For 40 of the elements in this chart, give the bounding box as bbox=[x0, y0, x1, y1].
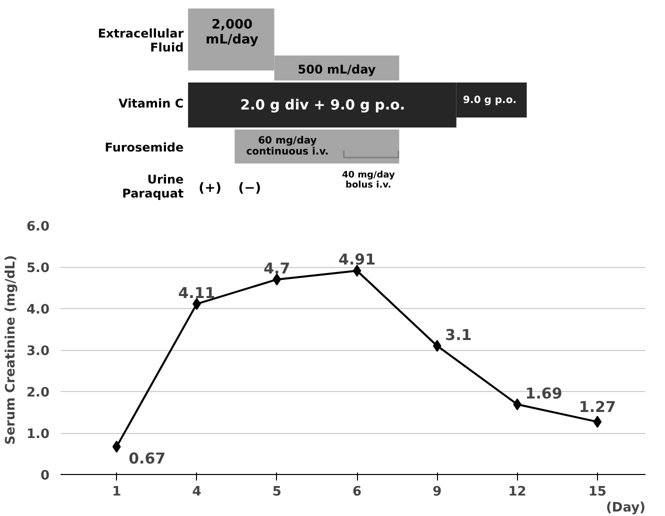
data-label: 1.27 bbox=[578, 398, 616, 416]
text: 500 mL/day bbox=[298, 62, 376, 76]
text: 9.0 g p.o. bbox=[463, 95, 517, 106]
data-label: 4.91 bbox=[338, 250, 376, 269]
x-axis-title: (Day) bbox=[606, 500, 646, 516]
text: 60 mg/day continuous i.v. bbox=[246, 136, 329, 158]
point bbox=[432, 340, 442, 352]
text: (−) bbox=[238, 181, 262, 196]
data-label: 1.69 bbox=[525, 384, 562, 402]
text: Extracellular Fluid bbox=[98, 26, 184, 54]
x-tick-label: 6 bbox=[352, 484, 362, 500]
y-tick-label: 6.0 bbox=[26, 220, 50, 234]
text: Vitamin C bbox=[118, 96, 184, 110]
point bbox=[352, 264, 362, 277]
point bbox=[593, 416, 602, 428]
y-tick-label: 5.0 bbox=[26, 261, 50, 276]
x-tick-label: 9 bbox=[432, 484, 442, 500]
point bbox=[112, 440, 121, 453]
data-label: 4.7 bbox=[264, 259, 290, 278]
x-tick-label: 4 bbox=[192, 484, 202, 500]
data-label: 4.11 bbox=[178, 284, 216, 302]
text: Urine Paraquat bbox=[122, 172, 184, 200]
y-tick-label: 0 bbox=[40, 468, 50, 484]
text: Furosemide bbox=[104, 140, 184, 154]
x-tick-label: 15 bbox=[588, 484, 606, 500]
y-tick-label: 2.0 bbox=[26, 386, 50, 400]
x-tick-label: 1 bbox=[112, 484, 122, 500]
text: (+) bbox=[198, 181, 222, 196]
point bbox=[272, 273, 282, 286]
x-tick-label: 12 bbox=[508, 484, 526, 500]
y-tick-label: 3.0 bbox=[26, 344, 50, 359]
x-tick-label: 5 bbox=[272, 484, 282, 500]
data-label: 3.1 bbox=[445, 326, 472, 344]
y-tick-label: 1.0 bbox=[26, 427, 50, 442]
text: 2,000 mL/day bbox=[206, 18, 259, 48]
text: 40 mg/day bolus i.v. bbox=[342, 170, 395, 190]
data-label: 0.67 bbox=[128, 450, 166, 468]
y-axis-title: Serum Creatinine (mg/dL) bbox=[3, 255, 18, 445]
y-tick-label: 4.0 bbox=[26, 302, 50, 318]
text: 2.0 g div + 9.0 g p.o. bbox=[240, 98, 406, 114]
